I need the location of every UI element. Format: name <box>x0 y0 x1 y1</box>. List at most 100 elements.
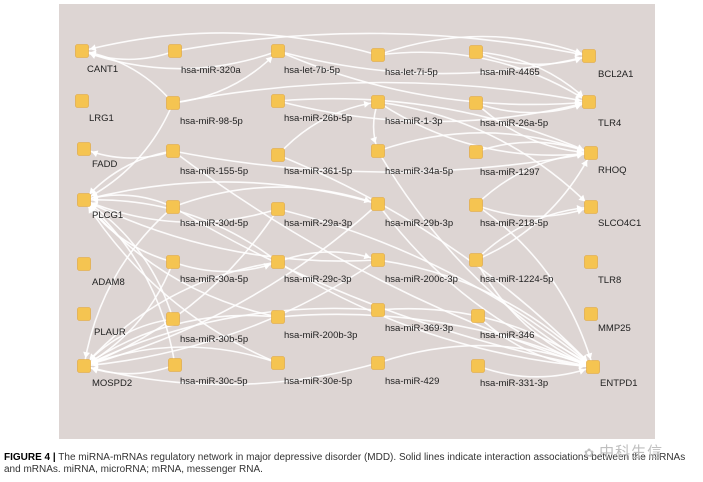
node-label: hsa-miR-29b-3p <box>385 218 453 229</box>
node-box <box>371 95 385 109</box>
edge-arrowhead <box>578 362 586 370</box>
node-box <box>584 200 598 214</box>
edge-arrowhead <box>576 205 584 212</box>
node-let7b: hsa-let-7b-5p <box>271 44 340 76</box>
edge-m30b-PLCG1 <box>83 199 174 320</box>
node-TLR8: TLR8 <box>584 255 621 286</box>
edge-m200c-MOSPD2 <box>83 259 379 367</box>
edge-m98-let7b <box>172 50 279 104</box>
edge-m200c-ENTPD1 <box>377 259 594 368</box>
node-m1297: hsa-miR-1297 <box>469 145 540 178</box>
node-label: RHOQ <box>598 165 627 176</box>
node-label: hsa-miR-4465 <box>480 67 540 78</box>
node-m29c: hsa-miR-29c-3p <box>271 255 352 285</box>
edge-m429-MOSPD2 <box>83 362 379 386</box>
node-m30e: hsa-miR-30e-5p <box>271 356 352 387</box>
edge-m26b-TLR4 <box>277 100 590 123</box>
node-box <box>271 44 285 58</box>
edge-arrowhead <box>91 365 99 373</box>
edge-arrowhead <box>576 150 584 158</box>
node-label: hsa-miR-346 <box>480 330 534 341</box>
node-BCL2A1: BCL2A1 <box>582 49 633 80</box>
node-let7i: hsa-let-7i-5p <box>371 48 438 78</box>
node-m30c: hsa-miR-30c-5p <box>168 358 248 387</box>
edge-m369-ENTPD1 <box>377 307 594 368</box>
node-box <box>75 94 89 108</box>
node-label: PLCG1 <box>92 210 123 221</box>
edge-m429-ENTPD1 <box>377 344 594 368</box>
edge-m29c-MOSPD2 <box>83 261 279 367</box>
edge-m218-ENTPD1 <box>475 204 594 368</box>
node-box <box>166 200 180 214</box>
edge-arrowhead <box>91 150 99 158</box>
node-m1224: hsa-miR-1224-5p <box>469 253 553 285</box>
edge-layer <box>81 32 594 386</box>
node-box <box>471 309 485 323</box>
node-PLAUR: PLAUR <box>77 307 126 338</box>
node-label: hsa-miR-200b-3p <box>284 330 357 341</box>
node-label: hsa-miR-29a-3p <box>284 218 352 229</box>
node-box <box>77 142 91 156</box>
node-box <box>166 255 180 269</box>
edge-let7b-TLR4 <box>277 50 590 106</box>
node-label: hsa-miR-331-3p <box>480 378 548 389</box>
node-label: ENTPD1 <box>600 378 637 389</box>
node-box <box>469 96 483 110</box>
node-TLR4: TLR4 <box>582 95 621 129</box>
node-box <box>168 44 182 58</box>
node-m320a: hsa-miR-320a <box>168 44 241 76</box>
node-layer: CANT1 LRG1 FADD PLCG1 ADAM8 PLAUR MOSPD2 hsa-mi… <box>75 44 641 389</box>
node-label: hsa-miR-155-5p <box>180 166 248 177</box>
node-MOSPD2: MOSPD2 <box>77 359 132 389</box>
node-box <box>77 307 91 321</box>
watermark: ✿ 中科生信 <box>584 441 663 462</box>
edge-m29a-PLCG1 <box>83 199 279 223</box>
node-box <box>584 146 598 160</box>
node-box <box>271 94 285 108</box>
node-box <box>271 148 285 162</box>
edge-arrowhead <box>574 103 582 110</box>
node-box <box>371 48 385 62</box>
node-box <box>469 145 483 159</box>
node-m26b: hsa-miR-26b-5p <box>271 94 352 124</box>
node-label: TLR8 <box>598 275 621 286</box>
edge-arrowhead <box>578 194 586 202</box>
node-PLCG1: PLCG1 <box>77 193 123 221</box>
node-m346: hsa-miR-346 <box>471 309 534 341</box>
node-box <box>75 44 89 58</box>
node-box <box>469 253 483 267</box>
node-label: PLAUR <box>94 327 126 338</box>
edge-m155-RHOQ <box>172 150 592 173</box>
edge-m26a-RHOQ <box>475 102 592 154</box>
edge-arrowhead <box>574 48 582 55</box>
node-SLCO4C1: SLCO4C1 <box>584 200 641 229</box>
node-box <box>371 144 385 158</box>
edge-m98-TLR4 <box>172 81 590 104</box>
node-m218: hsa-miR-218-5p <box>469 198 548 229</box>
edge-arrowhead <box>578 368 586 375</box>
node-label: hsa-miR-98-5p <box>180 116 243 127</box>
watermark-text: 中科生信 <box>599 443 664 461</box>
node-label: hsa-miR-30c-5p <box>180 376 248 387</box>
node-label: hsa-miR-361-5p <box>284 166 352 177</box>
node-box <box>584 307 598 321</box>
edge-m29c-ENTPD1 <box>277 261 594 368</box>
node-box <box>469 198 483 212</box>
node-ENTPD1: ENTPD1 <box>586 360 637 389</box>
edge-m369-MOSPD2 <box>83 307 379 367</box>
node-label: MOSPD2 <box>92 378 132 389</box>
edge-arrowhead <box>263 263 271 270</box>
edge-m361-ENTPD1 <box>277 154 594 368</box>
edge-m30d-MOSPD2 <box>83 206 174 367</box>
edge-arrowhead <box>581 160 588 167</box>
edge-arrowhead <box>91 196 99 204</box>
node-m155: hsa-miR-155-5p <box>166 144 248 177</box>
node-CANT1: CANT1 <box>75 44 118 75</box>
edge-m29b-PLCG1 <box>83 181 379 205</box>
node-box <box>168 358 182 372</box>
node-box <box>271 255 285 269</box>
edge-let7b-CANT1 <box>81 50 279 70</box>
edge-m30e-PLCG1 <box>83 199 279 364</box>
edge-arrowhead <box>574 56 582 64</box>
network-diagram: CANT1 LRG1 FADD PLCG1 ADAM8 PLAUR MOSPD2 hsa-mi… <box>59 4 655 439</box>
